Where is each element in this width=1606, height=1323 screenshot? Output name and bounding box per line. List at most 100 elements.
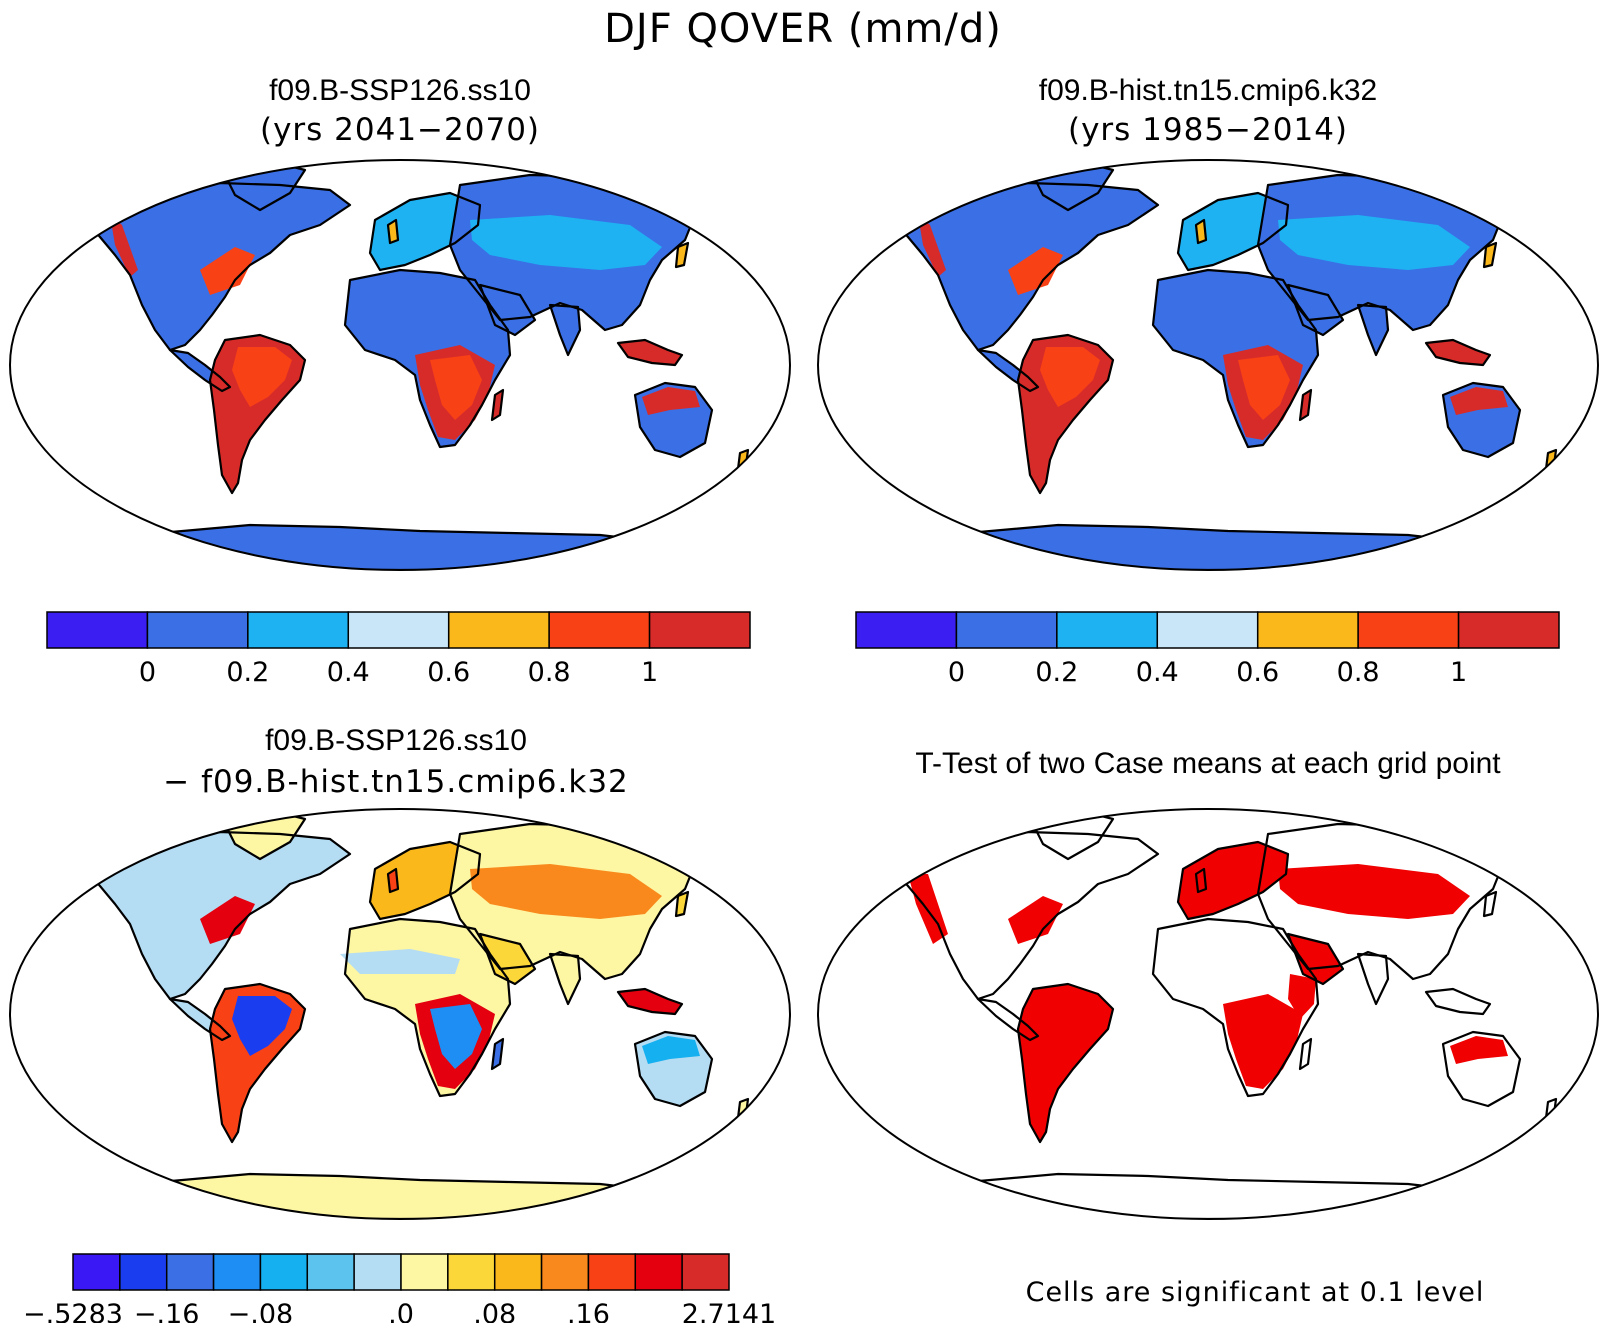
coastline-antarctica [946,523,1490,570]
colorbar-swatch [634,1253,683,1291]
coastline-australia [633,381,714,459]
colorbar-swatch [681,1253,730,1291]
coastline-s-america [1016,333,1115,495]
colorbar-swatch [72,1253,121,1291]
coastline-europe [1176,840,1290,921]
coastline-n-america [886,830,1160,1001]
diff-africa-core [430,1004,482,1069]
diff-india [550,954,580,1004]
field-australia-north [642,387,700,415]
field-africa-core [430,355,482,420]
coastline-india [548,952,582,1006]
colorbar-tick-label: 1 [641,657,658,688]
panel-1-title: f09.B-SSP126.ss10 [269,74,531,107]
coastline-europe [368,840,482,921]
sig-ne-america [1008,896,1063,944]
colorbar-tick-label: 0 [139,657,156,688]
field-europe [1178,193,1288,270]
coastline-australia [1441,381,1522,459]
sig-australia-north [1450,1036,1508,1064]
colorbar-tick-label: −.08 [228,1299,294,1323]
field-japan [676,243,688,267]
colorbar-tick-label: 0.2 [1035,657,1078,688]
colorbar-swatch [46,611,149,649]
diff-ne-america [200,896,255,944]
colorbar-swatch [1056,611,1159,649]
diff-europe [370,842,480,919]
colorbar-tick-label: 1 [1450,657,1467,688]
colorbar-swatch [447,611,550,649]
coastline-africa [1151,917,1320,1098]
colorbar-swatch [165,1253,215,1291]
colorbar-tick-label: 0.6 [427,657,470,688]
colorbar-swatch [306,1253,355,1291]
colorbar-tick-label: 0.4 [1136,657,1179,688]
colorbar-hist: 0 0.2 0.4 0.6 0.8 1 [855,611,1560,688]
sig-asia-band [1278,864,1470,919]
colorbar-swatch [447,1253,496,1291]
colorbar-tick-label: −.5283 [23,1299,123,1323]
globe-outline [9,159,791,571]
diff-amazon-negative [232,996,292,1056]
coastline-arabia [478,932,537,986]
coastline-japan [674,241,690,269]
sig-africa-south [1223,994,1303,1089]
map-panel-difference [9,808,791,1220]
colorbar-tick-label: .16 [567,1299,610,1323]
panel-2-subtitle: (yrs 1985−2014) [1068,112,1348,148]
coastline-africa [343,268,512,449]
colorbar-swatch [548,611,651,649]
colorbar-tick-label: 0.2 [226,657,269,688]
colorbar-swatch [353,1253,402,1291]
colorbar-swatch [587,1253,637,1291]
coastline-n-america [886,181,1160,352]
colorbar-tick-label: 0.8 [1337,657,1380,688]
coastline-uk [386,867,400,894]
colorbar-tick-label: 0.8 [528,657,571,688]
coastline-arabia [1286,932,1345,986]
field-asia-band [470,215,662,270]
field-s-america-core [232,347,292,407]
colorbar-swatch [212,1253,262,1291]
coastline-arabia [1286,283,1345,337]
coastline-c-america [168,348,232,393]
colorbar-swatch [1256,611,1359,649]
coastline-uk [1194,867,1208,894]
significance-note: Cells are significant at 0.1 level [1026,1277,1485,1308]
sig-s-america [1018,984,1113,1142]
diff-australia-north [642,1036,700,1064]
diff-japan [676,892,688,916]
globe-outline [817,808,1599,1220]
coastline-madagascar [490,388,505,422]
coastline-india [548,303,582,357]
figure-title: DJF QOVER (mm/d) [604,6,1002,52]
globe-outline [9,808,791,1220]
field-europe [370,193,480,270]
map-panel-hist [817,159,1599,571]
colorbar-swatch [400,1253,449,1291]
colorbar-swatch [146,611,249,649]
diff-sahara-band [340,949,460,974]
colorbar-difference: −.5283 −.16 −.08 .0 .08 .16 2.7141 [23,1253,776,1323]
colorbar-swatch [119,1253,168,1291]
coastline-europe [1176,191,1290,272]
coastline-uk [1194,218,1208,245]
coastline-s-america [208,982,307,1144]
colorbar-tick-label: 2.7141 [682,1299,776,1323]
panel-4-title: T-Test of two Case means at each grid po… [915,747,1501,780]
coastline-uk [386,218,400,245]
coastline-japan [674,890,690,918]
coastline-africa [343,917,512,1098]
field-indonesia [618,340,682,365]
coastline-japan [1482,890,1498,918]
diff-indonesia [618,989,682,1014]
coastline-c-america [168,997,232,1042]
colorbar-tick-label: 0.4 [327,657,370,688]
coastline-indonesia [616,338,684,367]
coastline-antarctica [138,1172,682,1219]
colorbar-tick-label: −.16 [134,1299,200,1323]
coastline-indonesia [616,987,684,1016]
colorbar-swatch [855,611,958,649]
field-india [1358,305,1388,355]
